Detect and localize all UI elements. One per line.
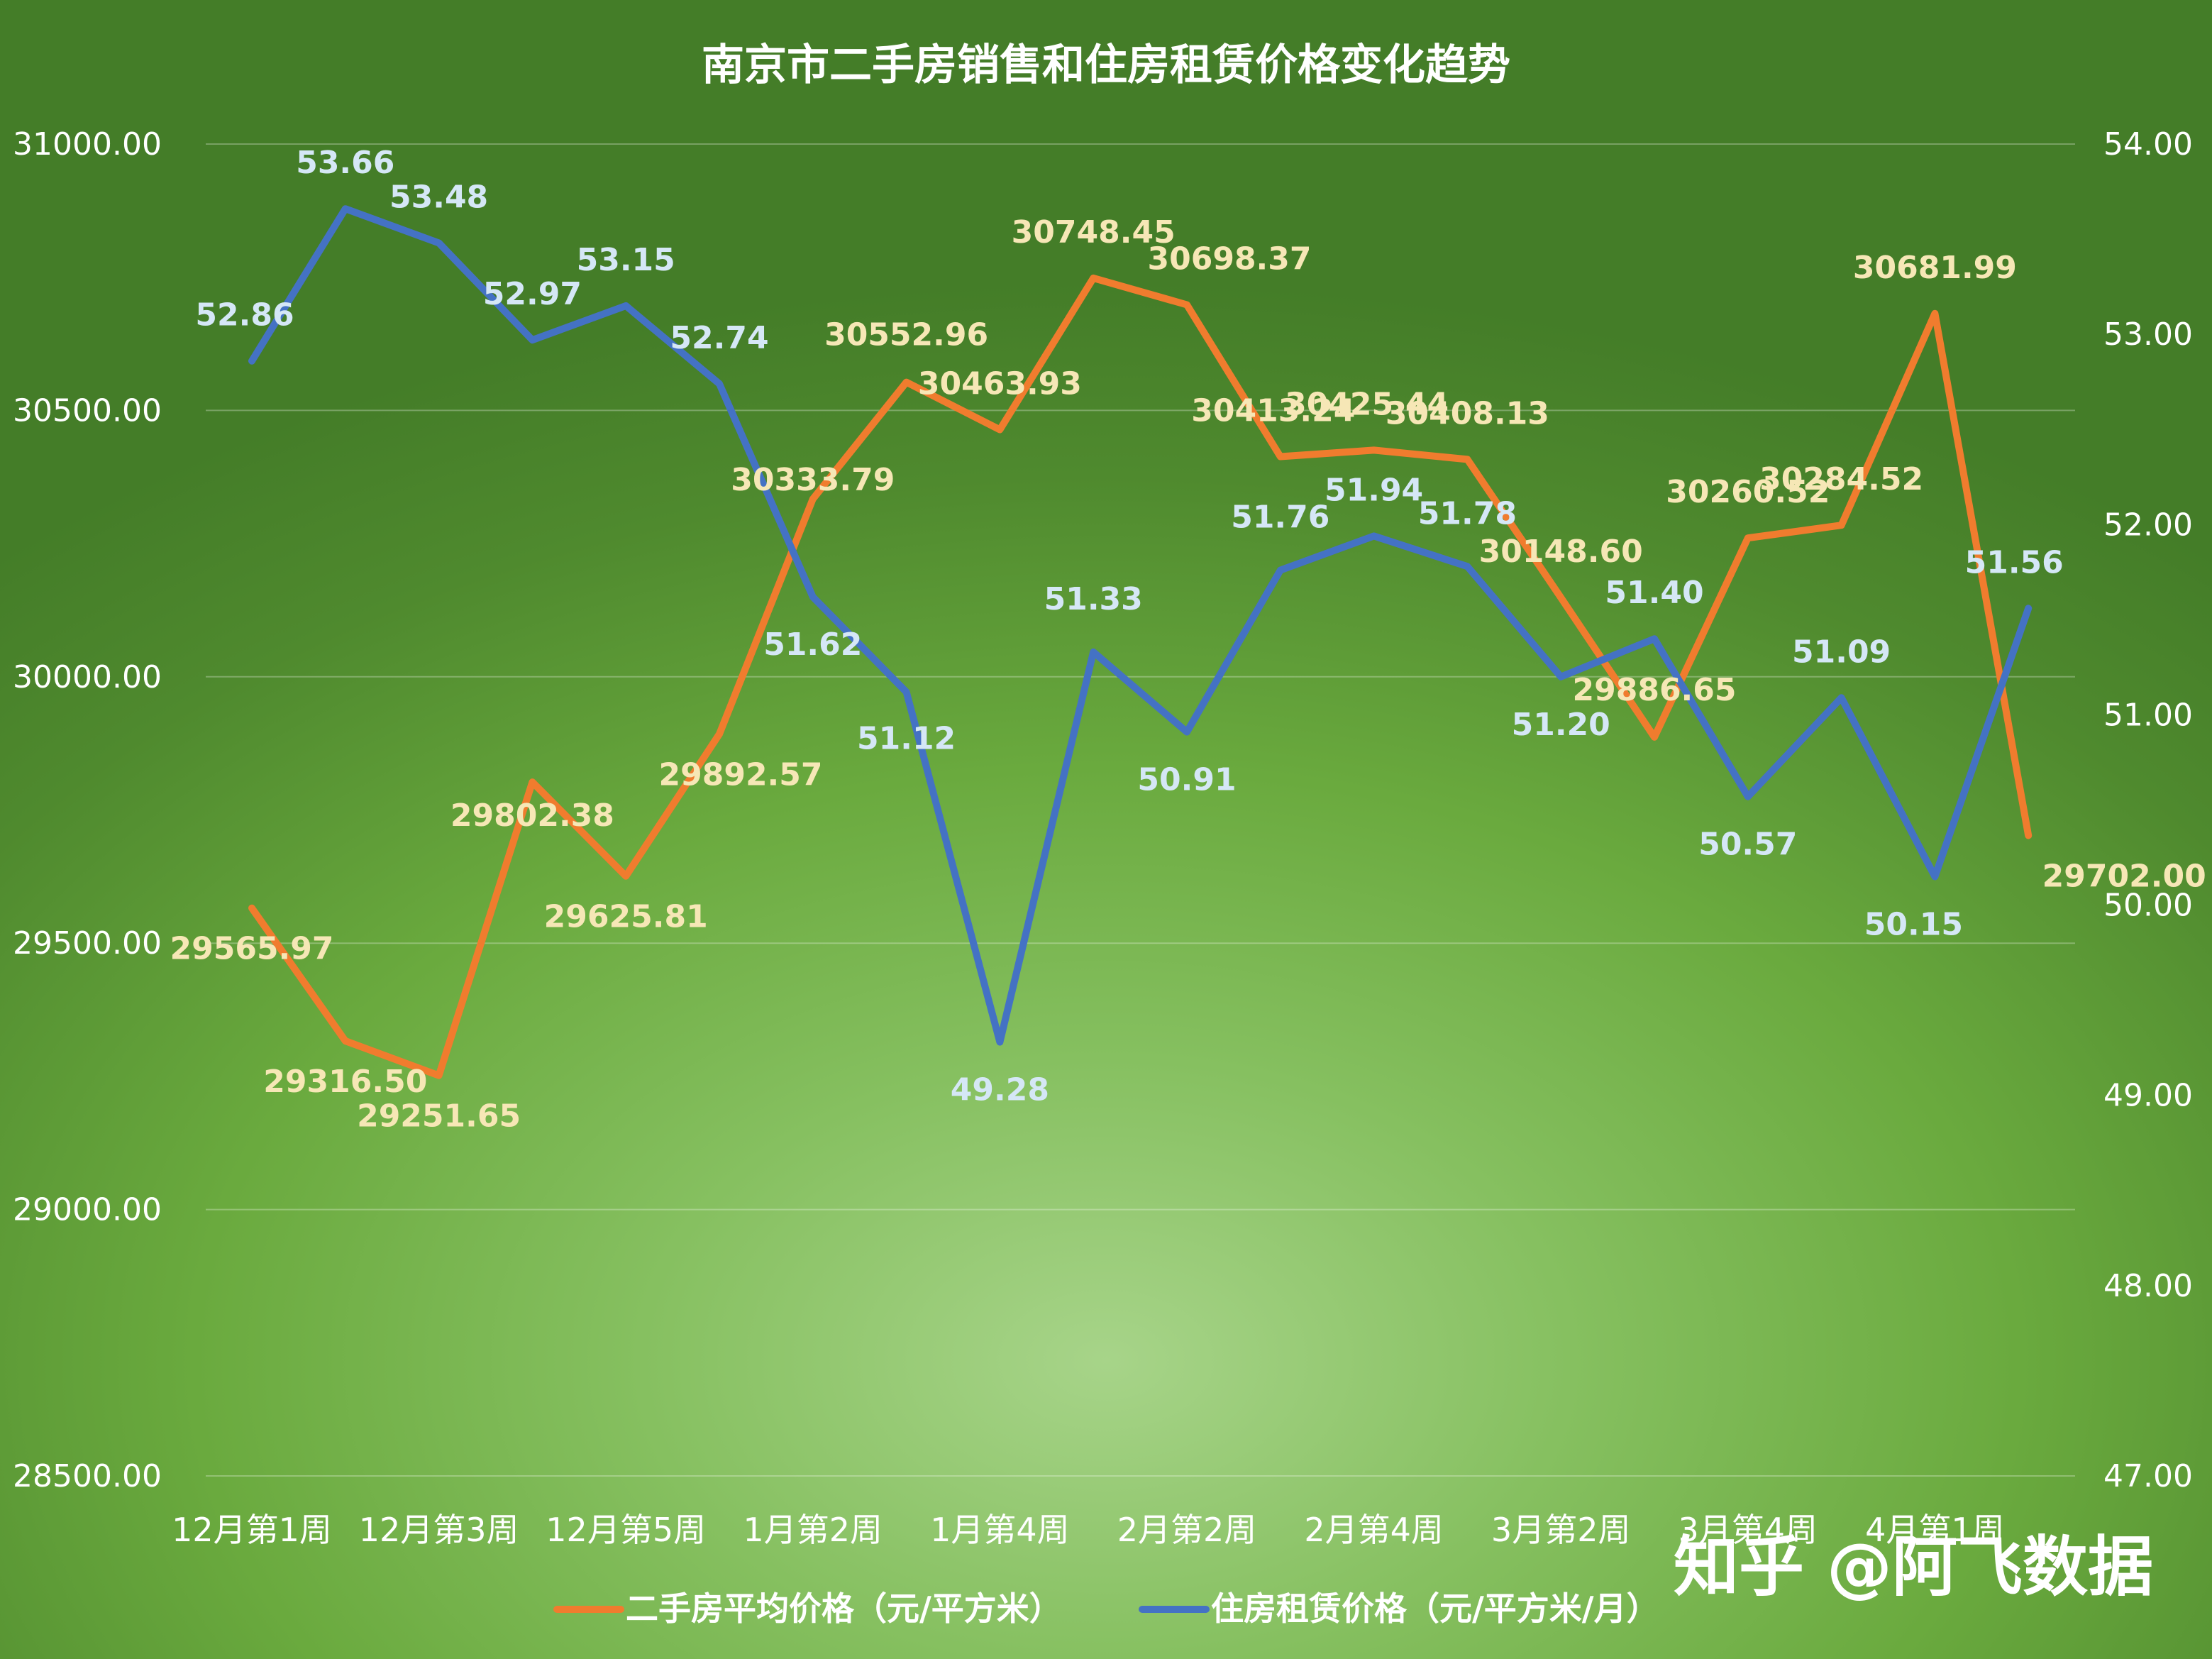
data-label-sales-price: 30698.37: [1147, 241, 1311, 277]
chart-title: 南京市二手房销售和住房租赁价格变化趋势: [702, 40, 1510, 90]
data-label-sales-price: 30681.99: [1853, 250, 2017, 286]
x-tick-label: 1月第4周: [930, 1511, 1070, 1549]
data-label-sales-price: 29565.97: [170, 931, 333, 967]
series-layer: [248, 205, 2033, 1079]
data-label-sales-price: 29625.81: [544, 899, 708, 935]
data-label-rent-price: 50.91: [1137, 762, 1236, 798]
data-label-rent-price: 52.86: [195, 297, 294, 334]
x-tick-label: 3月第4周: [1679, 1511, 1818, 1549]
data-label-sales-price: 29251.65: [357, 1098, 521, 1135]
data-label-sales-price: 29316.50: [263, 1064, 427, 1100]
watermark-text: 知乎 @阿飞数据: [1674, 1529, 2153, 1605]
y-right-tick-label: 51.00: [2103, 697, 2193, 733]
data-label-rent-price: 51.33: [1044, 581, 1143, 617]
data-label-sales-price: 29892.57: [658, 756, 822, 793]
data-label-sales-price: 30413.24: [1191, 393, 1355, 429]
x-tick-label: 1月第2周: [743, 1511, 883, 1549]
data-label-rent-price: 51.62: [763, 627, 862, 663]
data-label-sales-price: 30148.60: [1479, 534, 1643, 570]
data-label-sales-price: 30425.44: [1285, 386, 1449, 422]
x-tick-label: 12月第1周: [172, 1511, 332, 1549]
y-left-tick-label: 29000.00: [13, 1192, 162, 1228]
data-label-rent-price: 53.15: [577, 242, 675, 278]
y-right-tick-label: 48.00: [2103, 1268, 2193, 1304]
y-right-tick-label: 52.00: [2103, 507, 2193, 543]
data-label-rent-price: 51.12: [857, 720, 956, 756]
data-label-sales-price: 30748.45: [1012, 214, 1176, 250]
legend: 二手房平均价格（元/平方米） 住房租赁价格（元/平方米/月）: [553, 1589, 1659, 1628]
series-line-rent-price: [248, 205, 2033, 1046]
data-label-rent-price: 51.56: [1965, 544, 2064, 580]
data-label-sales-price: 30408.13: [1386, 395, 1549, 431]
data-label-rent-price: 51.76: [1231, 500, 1329, 536]
x-tick-label: 12月第3周: [359, 1511, 519, 1549]
y-right-tick-label: 49.00: [2103, 1078, 2193, 1114]
right-y-axis: 47.00 48.00 49.00 50.00 51.00 52.00 53.00 54.00: [2103, 126, 2193, 1494]
gridlines: [206, 143, 2075, 1477]
x-tick-label: 2月第4周: [1304, 1511, 1444, 1549]
data-label-rent-price: 53.66: [296, 145, 394, 181]
data-label-rent-price: 51.94: [1325, 472, 1423, 508]
left-y-axis: 28500.00 29000.00 29500.00 30000.00 30500.00…: [13, 126, 162, 1494]
data-label-rent-price: 51.78: [1418, 495, 1517, 531]
data-label-rent-price: 50.15: [1864, 906, 1963, 942]
legend-label-sales-price: 二手房平均价格（元/平方米）: [626, 1589, 1062, 1628]
x-tick-label: 4月第1周: [1865, 1511, 2005, 1549]
y-left-tick-label: 30000.00: [13, 659, 162, 695]
data-label-sales-price: 29886.65: [1572, 672, 1736, 708]
y-left-tick-label: 29500.00: [13, 925, 162, 961]
x-tick-label: 2月第2周: [1117, 1511, 1257, 1549]
data-label-rent-price: 50.57: [1698, 827, 1797, 863]
data-label-sales-price: 30463.93: [918, 365, 1082, 402]
legend-label-rent-price: 住房租赁价格（元/平方米/月）: [1211, 1589, 1659, 1628]
data-label-sales-price: 30552.96: [824, 317, 988, 353]
series-line-sales-price: [248, 274, 2033, 1079]
x-tick-label: 12月第5周: [546, 1511, 706, 1549]
data-label-rent-price: 53.48: [389, 179, 488, 215]
y-right-tick-label: 54.00: [2103, 126, 2193, 162]
x-tick-label: 3月第2周: [1491, 1511, 1631, 1549]
y-left-tick-label: 30500.00: [13, 392, 162, 429]
y-right-tick-label: 50.00: [2103, 888, 2193, 924]
data-label-sales-price: 30284.52: [1759, 461, 1923, 497]
y-right-tick-label: 53.00: [2103, 316, 2193, 353]
data-label-sales-price: 30260.52: [1666, 474, 1830, 510]
data-label-sales-price: 29802.38: [450, 798, 614, 834]
data-label-rent-price: 52.97: [483, 276, 582, 312]
data-label-rent-price: 49.28: [951, 1072, 1049, 1108]
y-left-tick-label: 28500.00: [13, 1458, 162, 1494]
data-label-rent-price: 51.09: [1792, 634, 1891, 670]
y-left-tick-label: 31000.00: [13, 126, 162, 162]
x-axis: 12月第1周 12月第3周 12月第5周 1月第2周 1月第4周 2月第2周 2月第4周 3月…: [172, 1511, 2005, 1549]
data-label-rent-price: 51.20: [1512, 707, 1610, 743]
y-right-tick-label: 47.00: [2103, 1458, 2193, 1494]
data-label-sales-price: 30333.79: [731, 462, 895, 498]
data-label-sales-price: 29702.00: [2042, 859, 2206, 895]
data-label-rent-price: 51.40: [1605, 575, 1703, 611]
data-label-rent-price: 52.74: [670, 320, 768, 356]
